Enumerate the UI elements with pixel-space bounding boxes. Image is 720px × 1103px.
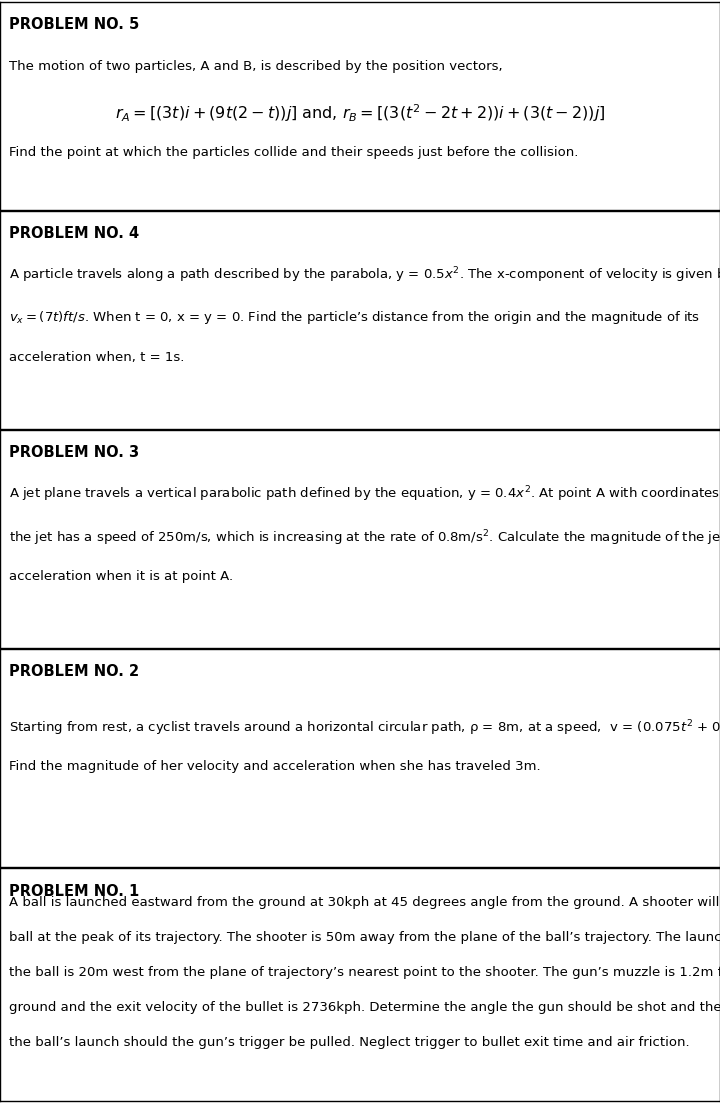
Text: ground and the exit velocity of the bullet is 2736kph. Determine the angle the g: ground and the exit velocity of the bull…: [9, 1000, 720, 1014]
Text: PROBLEM NO. 1: PROBLEM NO. 1: [9, 885, 139, 899]
Text: Find the magnitude of her velocity and acceleration when she has traveled 3m.: Find the magnitude of her velocity and a…: [9, 760, 540, 773]
Text: A ball is launched eastward from the ground at 30kph at 45 degrees angle from th: A ball is launched eastward from the gro…: [9, 896, 720, 909]
Text: $r_A = [(3t)i + (9t(2-t))j]$ and, $r_B = [(3(t^2-2t+2))i + (3(t-2))j]$: $r_A = [(3t)i + (9t(2-t))j]$ and, $r_B =…: [114, 101, 606, 124]
Text: $v_x = (7t)ft/s$. When t = 0, x = y = 0. Find the particle’s distance from the o: $v_x = (7t)ft/s$. When t = 0, x = y = 0.…: [9, 309, 700, 326]
Text: the ball is 20m west from the plane of trajectory’s nearest point to the shooter: the ball is 20m west from the plane of t…: [9, 966, 720, 978]
Text: acceleration when, t = 1s.: acceleration when, t = 1s.: [9, 351, 184, 364]
Text: A particle travels along a path described by the parabola, y = 0.5$x^2$. The x-c: A particle travels along a path describe…: [9, 266, 720, 285]
Text: Find the point at which the particles collide and their speeds just before the c: Find the point at which the particles co…: [9, 146, 578, 159]
Text: the ball’s launch should the gun’s trigger be pulled. Neglect trigger to bullet : the ball’s launch should the gun’s trigg…: [9, 1036, 689, 1049]
Text: acceleration when it is at point A.: acceleration when it is at point A.: [9, 569, 233, 582]
Text: the jet has a speed of 250m/s, which is increasing at the rate of 0.8m/s$^2$. Ca: the jet has a speed of 250m/s, which is …: [9, 528, 720, 548]
Text: PROBLEM NO. 4: PROBLEM NO. 4: [9, 226, 139, 242]
Text: PROBLEM NO. 3: PROBLEM NO. 3: [9, 446, 139, 460]
Text: A jet plane travels a vertical parabolic path defined by the equation, y = 0.4$x: A jet plane travels a vertical parabolic…: [9, 484, 720, 504]
Text: PROBLEM NO. 2: PROBLEM NO. 2: [9, 664, 139, 679]
Text: ball at the peak of its trajectory. The shooter is 50m away from the plane of th: ball at the peak of its trajectory. The …: [9, 931, 720, 944]
Text: Starting from rest, a cyclist travels around a horizontal circular path, ρ = 8m,: Starting from rest, a cyclist travels ar…: [9, 719, 720, 738]
Text: PROBLEM NO. 5: PROBLEM NO. 5: [9, 17, 139, 32]
Text: The motion of two particles, A and B, is described by the position vectors,: The motion of two particles, A and B, is…: [9, 61, 503, 73]
